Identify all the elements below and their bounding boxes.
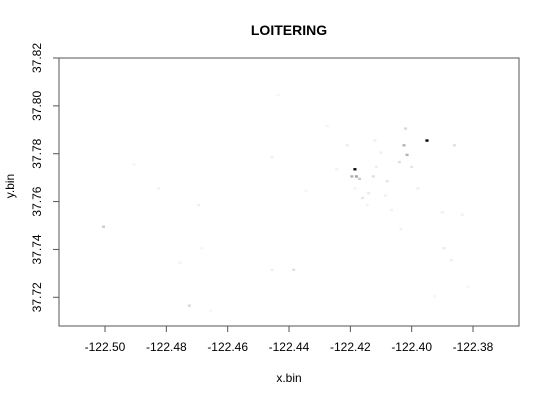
heatmap-cell bbox=[404, 127, 408, 130]
heatmap-cell bbox=[335, 168, 339, 171]
x-tick-label: -122.48 bbox=[146, 340, 187, 354]
x-tick-label: -122.44 bbox=[269, 340, 310, 354]
heatmap-cell bbox=[450, 259, 454, 262]
heatmap-cell bbox=[402, 144, 406, 147]
heatmap-cell bbox=[390, 208, 394, 212]
heatmap-cell bbox=[397, 160, 401, 164]
heatmap-cell bbox=[410, 165, 414, 169]
heatmap-cell bbox=[440, 211, 444, 214]
heatmap-cell bbox=[358, 177, 362, 181]
chart-title: LOITERING bbox=[251, 22, 327, 38]
heatmap-cell bbox=[197, 203, 201, 207]
y-tick-label: 37.72 bbox=[30, 282, 44, 312]
heatmap-cell bbox=[178, 261, 182, 264]
heatmap-cell bbox=[350, 175, 354, 178]
x-tick-label: -122.40 bbox=[391, 340, 432, 354]
heatmap-cell bbox=[371, 175, 375, 178]
heatmap-cell bbox=[466, 285, 470, 288]
heatmap-cell bbox=[345, 144, 349, 147]
heatmap-cell bbox=[353, 187, 357, 190]
heatmap-cell bbox=[365, 203, 369, 207]
x-axis-label: x.bin bbox=[276, 371, 301, 385]
x-tick-label: -122.42 bbox=[330, 340, 371, 354]
y-axis-label: y.bin bbox=[3, 174, 17, 198]
y-tick-label: 37.78 bbox=[30, 138, 44, 168]
heatmap-cell bbox=[384, 194, 388, 197]
y-tick-label: 37.76 bbox=[30, 186, 44, 216]
heatmap-cell bbox=[367, 192, 371, 195]
y-tick-label: 37.74 bbox=[30, 234, 44, 264]
heatmap-cell bbox=[373, 139, 377, 142]
heatmap-cell bbox=[157, 187, 161, 190]
heatmap-cell bbox=[405, 153, 409, 157]
heatmap-cell bbox=[187, 304, 191, 307]
y-tick-label: 37.82 bbox=[30, 43, 44, 73]
heatmap-cell bbox=[374, 165, 378, 169]
heatmap-cell bbox=[292, 268, 296, 271]
heatmap-cell bbox=[453, 144, 457, 147]
heatmap-cell bbox=[270, 268, 274, 271]
heatmap-cells bbox=[101, 93, 470, 312]
x-tick-label: -122.46 bbox=[207, 340, 248, 354]
heatmap-cell bbox=[399, 227, 403, 231]
heatmap-cell bbox=[304, 189, 308, 192]
x-tick-label: -122.50 bbox=[85, 340, 126, 354]
y-axis: 37.72 37.74 37.76 37.78 37.80 37.82 bbox=[30, 43, 59, 312]
y-tick-label: 37.80 bbox=[30, 91, 44, 121]
heatmap-cell bbox=[385, 180, 389, 183]
heatmap-cell bbox=[132, 163, 136, 166]
heatmap-cell bbox=[442, 247, 446, 250]
plot-frame bbox=[58, 57, 520, 327]
heatmap-cell bbox=[425, 139, 429, 142]
heatmap-cell bbox=[270, 156, 274, 159]
heatmap-cell bbox=[433, 294, 437, 298]
heatmap-cell bbox=[101, 225, 105, 228]
heatmap-cell bbox=[353, 168, 357, 171]
x-tick-label: -122.38 bbox=[453, 340, 494, 354]
heatmap-cell bbox=[354, 175, 358, 178]
heatmap-cell bbox=[325, 125, 329, 128]
heatmap-cell bbox=[379, 151, 383, 154]
heatmap-cell bbox=[276, 93, 280, 97]
heatmap-cell bbox=[200, 247, 204, 250]
heatmap-cell bbox=[416, 187, 420, 190]
x-axis: -122.50 -122.48 -122.46 -122.44 -122.42 -122.… bbox=[85, 326, 494, 354]
heatmap-cell bbox=[361, 196, 365, 200]
heatmap-cell bbox=[209, 309, 213, 312]
heatmap-cell bbox=[460, 213, 464, 216]
